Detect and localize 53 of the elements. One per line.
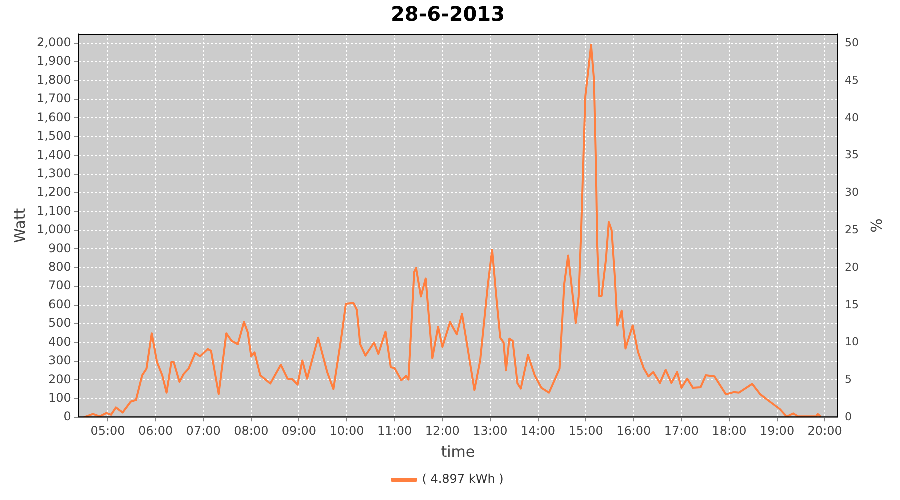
x-tick-label: 09:00 xyxy=(282,424,317,438)
y-tick-label: 1,700 xyxy=(36,92,72,106)
y2-tick-label: 50 xyxy=(845,36,860,50)
y2-tick-label: 25 xyxy=(845,224,860,237)
y2-tick-label: 15 xyxy=(845,298,860,312)
legend-label: ( 4.897 kWh ) xyxy=(422,472,504,486)
y2-tick-label: 30 xyxy=(845,186,860,200)
y-tick-label: 1,900 xyxy=(36,54,72,68)
y-tick-label: 300 xyxy=(48,354,72,368)
x-axis-title: time xyxy=(441,442,476,461)
x-tick-label: 16:00 xyxy=(616,424,652,438)
y2-tick-label: 10 xyxy=(845,336,860,349)
y-tick-label: 200 xyxy=(48,372,72,386)
y-tick-label: 2,000 xyxy=(36,35,72,50)
y-tick-label: 1,300 xyxy=(36,166,72,180)
x-tick-label: 20:00 xyxy=(808,424,842,438)
y2-axis-title: % xyxy=(867,218,886,233)
x-tick-label: 10:00 xyxy=(330,424,364,438)
y-tick-label: 500 xyxy=(48,316,72,330)
y-tick-label: 1,600 xyxy=(36,110,72,124)
x-tick-label: 17:00 xyxy=(664,424,699,438)
x-tick-label: 14:00 xyxy=(520,424,556,438)
y-tick-label: 1,000 xyxy=(36,222,72,237)
y-tick-label: 800 xyxy=(48,260,72,274)
y2-tick-label: 35 xyxy=(845,148,860,162)
y2-tick-label: 40 xyxy=(845,111,860,124)
y2-tick-label: 20 xyxy=(845,260,860,274)
y-tick-label: 0 xyxy=(64,410,72,424)
y-tick-label: 600 xyxy=(48,297,72,312)
y2-tick-label: 5 xyxy=(845,373,852,386)
x-tick-label: 15:00 xyxy=(568,424,604,438)
x-tick-label: 18:00 xyxy=(712,424,747,438)
x-tick-label: 05:00 xyxy=(90,424,126,438)
x-tick-label: 07:00 xyxy=(186,424,221,438)
x-tick-label: 11:00 xyxy=(378,424,412,438)
y-tick-label: 1,100 xyxy=(36,204,72,218)
y-tick-label: 400 xyxy=(48,334,72,349)
y-tick-label: 1,500 xyxy=(36,129,72,144)
y2-tick-label: 45 xyxy=(845,74,860,87)
y-tick-label: 1,800 xyxy=(36,72,72,87)
y-tick-label: 1,200 xyxy=(36,185,72,200)
y-tick-label: 700 xyxy=(48,278,72,293)
chart-title: 28-6-2013 xyxy=(390,2,506,26)
y-axis-title: Watt xyxy=(10,208,29,244)
x-tick-label: 19:00 xyxy=(760,424,795,438)
y-tick-label: 100 xyxy=(48,391,72,406)
y-tick-label: 900 xyxy=(48,241,72,256)
x-tick-label: 13:00 xyxy=(473,424,508,438)
x-tick-label: 12:00 xyxy=(425,424,460,438)
y2-tick-label: 0 xyxy=(845,410,852,424)
x-tick-label: 08:00 xyxy=(234,424,269,438)
x-tick-label: 06:00 xyxy=(138,424,174,438)
y-tick-label: 1,400 xyxy=(36,148,72,162)
